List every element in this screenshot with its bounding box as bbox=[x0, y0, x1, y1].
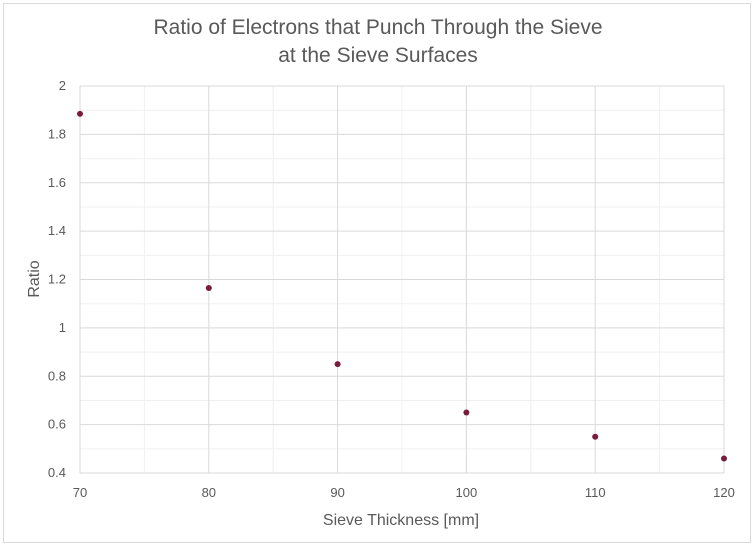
chart-title: Ratio of Electrons that Punch Through th… bbox=[0, 14, 756, 70]
x-tick-label: 120 bbox=[713, 485, 735, 500]
data-point bbox=[334, 361, 341, 368]
x-tick-label: 90 bbox=[330, 485, 344, 500]
y-tick-label: 1 bbox=[59, 320, 66, 335]
y-tick-label: 0.6 bbox=[48, 417, 66, 432]
y-tick-label: 1.4 bbox=[48, 223, 66, 238]
y-tick-label: 2 bbox=[59, 78, 66, 93]
x-tick-label: 100 bbox=[456, 485, 478, 500]
data-point bbox=[77, 110, 83, 117]
y-tick-label: 0.4 bbox=[48, 465, 66, 480]
y-tick-label: 1.2 bbox=[48, 272, 66, 287]
x-tick-label: 110 bbox=[585, 485, 606, 500]
y-axis-label: Ratio bbox=[26, 260, 43, 297]
y-tick-label: 0.8 bbox=[48, 368, 66, 383]
x-tick-label: 70 bbox=[73, 485, 87, 500]
x-axis-label: Sieve Thickness [mm] bbox=[323, 512, 479, 529]
x-tick-labels: 70 80 90 100 110 120 bbox=[73, 485, 735, 500]
data-point bbox=[721, 455, 727, 462]
chart-title-line-2: at the Sieve Surfaces bbox=[278, 44, 478, 67]
data-point bbox=[463, 409, 470, 416]
y-tick-label: 1.6 bbox=[48, 175, 66, 190]
chart-frame bbox=[3, 3, 751, 543]
x-tick-label: 80 bbox=[202, 485, 216, 500]
data-point bbox=[592, 433, 599, 440]
data-point bbox=[205, 284, 212, 291]
chart-title-line-1: Ratio of Electrons that Punch Through th… bbox=[153, 16, 603, 39]
y-tick-labels: 0.4 0.6 0.8 1 1.2 1.4 1.6 1.8 2 bbox=[48, 78, 66, 480]
data-points bbox=[77, 110, 727, 462]
major-gridlines bbox=[79, 85, 725, 474]
y-tick-label: 1.8 bbox=[48, 126, 66, 141]
